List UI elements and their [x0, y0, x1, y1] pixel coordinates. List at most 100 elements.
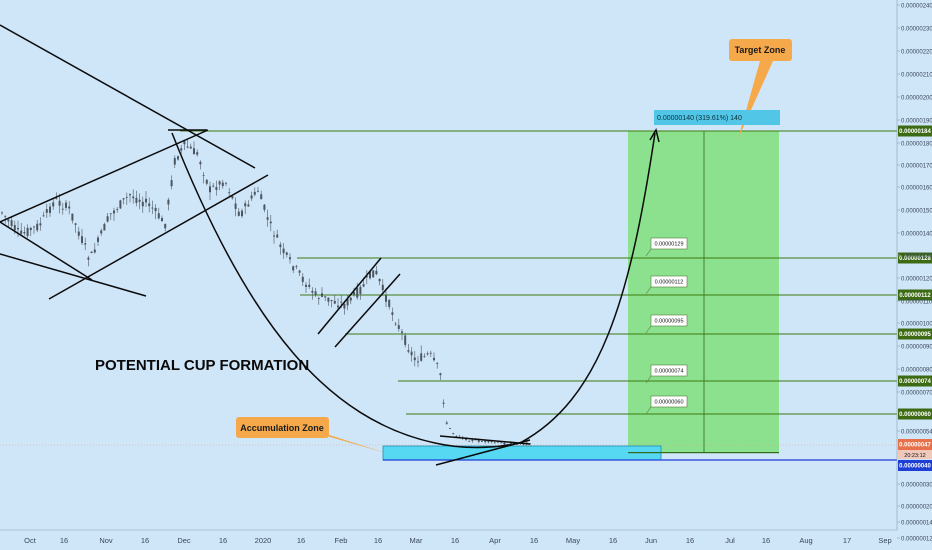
candle-body	[180, 148, 183, 151]
price-level-tag-text: 0.00000112	[899, 293, 931, 299]
candle-body	[375, 270, 378, 275]
candle-body	[17, 228, 19, 230]
measure-label-text: 0.00000140 (319.61%) 140	[657, 115, 742, 122]
time-axis-tick-label: Jul	[725, 536, 735, 545]
level-value-box: 0.00000129	[645, 237, 688, 257]
price-axis-tick-label: 0.00000110	[901, 300, 932, 306]
level-value-box-text: 0.00000112	[655, 280, 684, 286]
candle-body	[221, 182, 224, 187]
candle-body	[81, 236, 83, 243]
candle-body	[148, 203, 151, 207]
channel-lower-line	[48, 174, 269, 300]
level-value-box: 0.00000060	[645, 395, 688, 415]
candle-body	[106, 216, 109, 222]
candle-body	[164, 223, 167, 229]
time-axis-tick-label: 16	[374, 536, 382, 545]
candle-body	[97, 237, 99, 242]
candle-body	[301, 276, 304, 282]
level-value-box-text: 0.00000060	[654, 400, 683, 406]
price-level-tag-box	[898, 408, 932, 420]
candle-body	[365, 276, 368, 278]
time-axis-tick-label: 16	[530, 536, 538, 545]
target-zone-box	[628, 131, 779, 452]
candle-body	[500, 442, 503, 444]
candle-body	[417, 361, 419, 363]
level-value-box-pointer	[645, 375, 652, 384]
candle-body	[276, 234, 279, 238]
candle-body	[295, 266, 298, 267]
time-axis-tick-label: Jun	[645, 536, 657, 545]
wedge-line-lower-left	[0, 253, 147, 297]
candle-body	[445, 422, 448, 424]
price-level-tag: 0.00000112	[898, 289, 932, 301]
candle-body	[167, 199, 170, 205]
candle-body	[84, 243, 87, 245]
level-value-box-bg	[650, 314, 688, 327]
candle-body	[173, 158, 176, 165]
time-axis-tick-label: Dec	[177, 536, 191, 545]
channel-upper-line	[0, 129, 209, 223]
candle-body	[20, 230, 23, 234]
price-axis-tick-label: 0.00000160	[901, 186, 932, 192]
accumulation-zone-label: Accumulation Zone	[240, 423, 324, 433]
level-value-box-pointer	[645, 248, 652, 257]
price-level-tag-text: 0.00000074	[899, 379, 931, 385]
candle-body	[135, 197, 138, 203]
candle-body	[487, 440, 490, 443]
candle-body	[253, 191, 256, 195]
price-axis[interactable]: 0.00000184 0.00000128 0.00000112 0.00000095…	[896, 0, 932, 550]
time-axis-tick-label: Apr	[489, 536, 501, 545]
candle-body	[369, 271, 371, 279]
level-value-box-bg	[650, 364, 688, 377]
candle-body	[157, 213, 160, 219]
candle-body	[420, 353, 423, 361]
price-axis-tick-label: 0.00000140	[901, 232, 932, 238]
candle-body	[308, 284, 311, 287]
price-axis-tick-label: 0.00000054	[901, 430, 932, 436]
price-axis-tick-label: 0.00000180	[901, 142, 932, 148]
current-price-tag-box	[898, 439, 932, 450]
candle-body	[330, 299, 333, 302]
time-axis-tick-label: 16	[451, 536, 459, 545]
candle-body	[237, 211, 240, 216]
price-axis-tick-label: 0.00000230	[901, 27, 932, 33]
price-level-tag-box	[898, 375, 932, 387]
candle-body	[241, 210, 243, 217]
candle-body	[129, 194, 131, 196]
price-axis-tick-label: 0.00000020	[901, 505, 932, 511]
accumulation-zone-callout[interactable]: Accumulation Zone	[236, 417, 386, 453]
candle-body	[33, 226, 35, 228]
price-level-tag: 0.00000095	[898, 328, 932, 340]
candle-body	[49, 206, 51, 213]
candle-body	[337, 305, 339, 308]
level-value-box-bg	[650, 395, 688, 408]
candle-body	[314, 291, 317, 296]
candle-body	[391, 312, 394, 315]
price-level-tag-box	[898, 328, 932, 340]
time-axis[interactable]: Oct 16 Nov 16 Dec 16 2020 16 Feb 16 Mar 16 Apr 16 May 1…	[0, 529, 897, 545]
candle-body	[52, 202, 55, 207]
time-axis-tick-label: Oct	[24, 536, 37, 545]
candle-body	[362, 284, 365, 287]
projected-arrowhead	[649, 128, 660, 143]
price-axis-tick-label: 0.00000170	[901, 164, 932, 170]
price-level-tag-box	[898, 289, 932, 301]
price-level-tag-text: 0.00000128	[899, 256, 931, 262]
candle-body	[449, 428, 451, 429]
level-value-box-pointer	[645, 286, 652, 295]
candle-body	[359, 286, 362, 294]
candle-body	[138, 199, 141, 202]
candle-body	[410, 351, 413, 356]
candle-body	[423, 356, 426, 358]
candle-body	[113, 210, 115, 214]
price-axis-tick-label: 0.00000012	[901, 537, 932, 543]
candle-body	[503, 442, 506, 445]
candle-body	[413, 357, 416, 361]
price-level-tag-text: 0.00000060	[899, 412, 931, 418]
candle-body	[145, 198, 147, 203]
downtrend-line	[0, 24, 256, 169]
measure-tool-label[interactable]: 0.00000140 (319.61%) 140	[654, 110, 780, 125]
